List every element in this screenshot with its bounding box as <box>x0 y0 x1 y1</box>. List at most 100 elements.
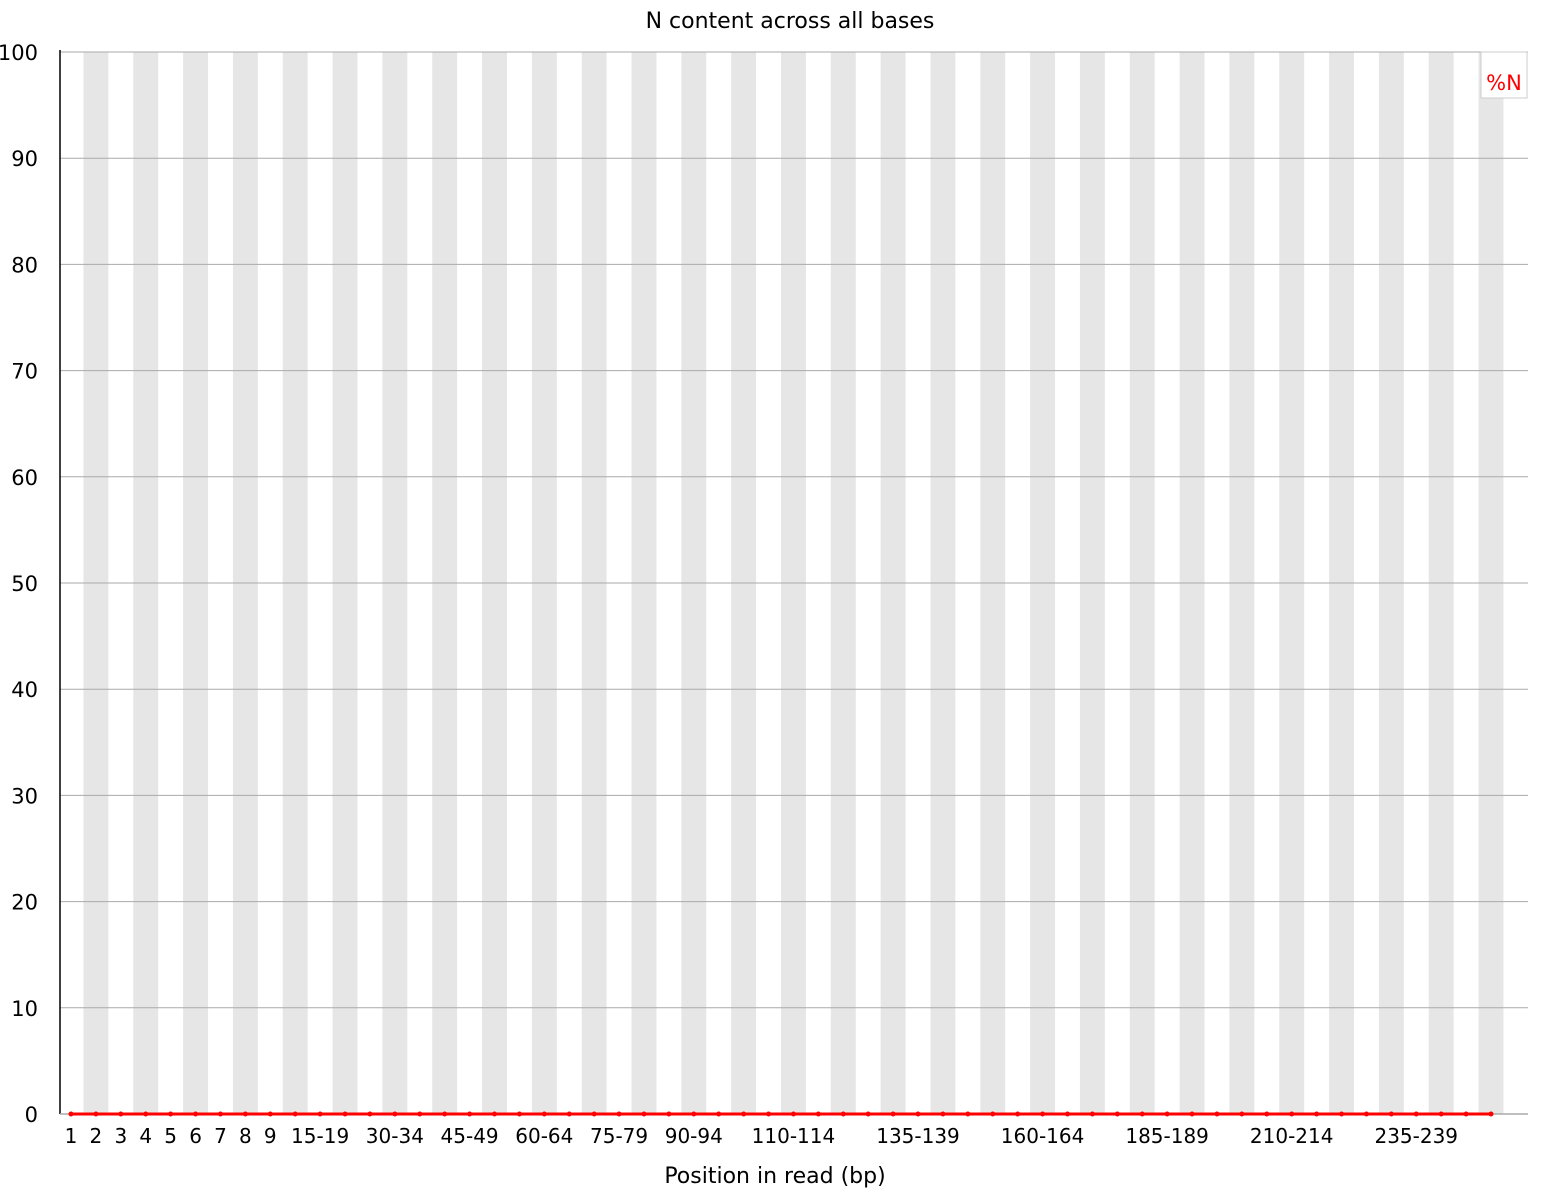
data-point <box>541 1111 547 1117</box>
data-point <box>815 1111 821 1117</box>
legend-box <box>1480 51 1528 99</box>
data-point <box>93 1111 99 1117</box>
y-tick-label: 10 <box>11 997 38 1021</box>
data-point <box>367 1111 373 1117</box>
data-point <box>766 1111 772 1117</box>
data-point <box>292 1111 298 1117</box>
x-tick-label: 90-94 <box>665 1124 723 1148</box>
data-point <box>242 1111 248 1117</box>
x-tick-label: 60-64 <box>515 1124 573 1148</box>
x-tick-label: 3 <box>114 1124 127 1148</box>
data-point <box>666 1111 672 1117</box>
series-layer <box>68 1111 1494 1117</box>
data-point <box>217 1111 223 1117</box>
y-tick-label: 20 <box>11 891 38 915</box>
data-point <box>1463 1111 1469 1117</box>
data-point <box>442 1111 448 1117</box>
data-point <box>1239 1111 1245 1117</box>
x-tick-label: 15-19 <box>291 1124 349 1148</box>
data-point <box>1314 1111 1320 1117</box>
data-point <box>1413 1111 1419 1117</box>
x-tick-label: 110-114 <box>752 1124 836 1148</box>
data-point <box>1064 1111 1070 1117</box>
data-point <box>193 1111 199 1117</box>
data-point <box>1264 1111 1270 1117</box>
x-tick-label: 135-139 <box>876 1124 960 1148</box>
data-point <box>68 1111 74 1117</box>
data-point <box>1015 1111 1021 1117</box>
y-tick-label: 70 <box>11 360 38 384</box>
data-point <box>865 1111 871 1117</box>
x-tick-label: 235-239 <box>1374 1124 1458 1148</box>
y-gridlines <box>60 51 1528 1009</box>
data-point <box>143 1111 149 1117</box>
data-point <box>1214 1111 1220 1117</box>
data-point <box>1089 1111 1095 1117</box>
y-tick-label: 30 <box>11 784 38 808</box>
x-tick-labels: 1 2 3 4 5 6 7 8 9 15-19 30-34 45-49 60-64 75-79 90-94 1… <box>65 1124 1458 1148</box>
data-point <box>1114 1111 1120 1117</box>
data-point <box>616 1111 622 1117</box>
y-tick-label: 90 <box>11 147 38 171</box>
data-point <box>392 1111 398 1117</box>
x-tick-label: 4 <box>139 1124 152 1148</box>
x-tick-label: 30-34 <box>366 1124 424 1148</box>
data-point <box>566 1111 572 1117</box>
data-point <box>492 1111 498 1117</box>
data-point <box>1363 1111 1369 1117</box>
x-tick-label: 210-214 <box>1250 1124 1334 1148</box>
data-point <box>691 1111 697 1117</box>
data-point <box>267 1111 273 1117</box>
data-point <box>915 1111 921 1117</box>
y-tick-label: 80 <box>11 253 38 277</box>
x-tick-label: 6 <box>189 1124 202 1148</box>
y-tick-label: 0 <box>25 1103 38 1127</box>
y-tick-label: 100 <box>0 41 38 65</box>
data-point <box>965 1111 971 1117</box>
y-tick-label: 40 <box>11 678 38 702</box>
data-point <box>417 1111 423 1117</box>
data-point <box>516 1111 522 1117</box>
data-point <box>467 1111 473 1117</box>
x-tick-label: 8 <box>239 1124 252 1148</box>
x-tick-label: 1 <box>65 1124 78 1148</box>
legend: %N <box>1480 51 1528 99</box>
data-point <box>1339 1111 1345 1117</box>
data-point <box>940 1111 946 1117</box>
chart-title: N content across all bases <box>646 9 935 34</box>
x-tick-label: 75-79 <box>590 1124 648 1148</box>
data-point <box>118 1111 124 1117</box>
y-tick-labels: 0 10 20 30 40 50 60 70 80 90 100 <box>0 41 38 1127</box>
data-point <box>641 1111 647 1117</box>
x-tick-label: 160-164 <box>1001 1124 1085 1148</box>
data-point <box>1189 1111 1195 1117</box>
x-tick-label: 5 <box>164 1124 177 1148</box>
data-point <box>342 1111 348 1117</box>
legend-item-label: %N <box>1486 71 1522 95</box>
data-point <box>890 1111 896 1117</box>
x-tick-label: 2 <box>90 1124 103 1148</box>
data-point <box>1289 1111 1295 1117</box>
data-point <box>1164 1111 1170 1117</box>
data-point <box>1040 1111 1046 1117</box>
x-tick-label: 7 <box>214 1124 227 1148</box>
data-point <box>591 1111 597 1117</box>
x-tick-label: 185-189 <box>1125 1124 1209 1148</box>
x-tick-label: 9 <box>264 1124 277 1148</box>
y-tick-label: 60 <box>11 466 38 490</box>
data-point <box>168 1111 174 1117</box>
data-point <box>790 1111 796 1117</box>
data-point <box>840 1111 846 1117</box>
data-point <box>317 1111 323 1117</box>
data-point <box>1139 1111 1145 1117</box>
data-point <box>741 1111 747 1117</box>
data-point <box>1388 1111 1394 1117</box>
data-point <box>990 1111 996 1117</box>
x-tick-label: 45-49 <box>441 1124 499 1148</box>
data-point <box>1488 1111 1494 1117</box>
data-point <box>1438 1111 1444 1117</box>
y-tick-label: 50 <box>11 572 38 596</box>
x-axis-label: Position in read (bp) <box>664 1164 885 1189</box>
data-point <box>716 1111 722 1117</box>
